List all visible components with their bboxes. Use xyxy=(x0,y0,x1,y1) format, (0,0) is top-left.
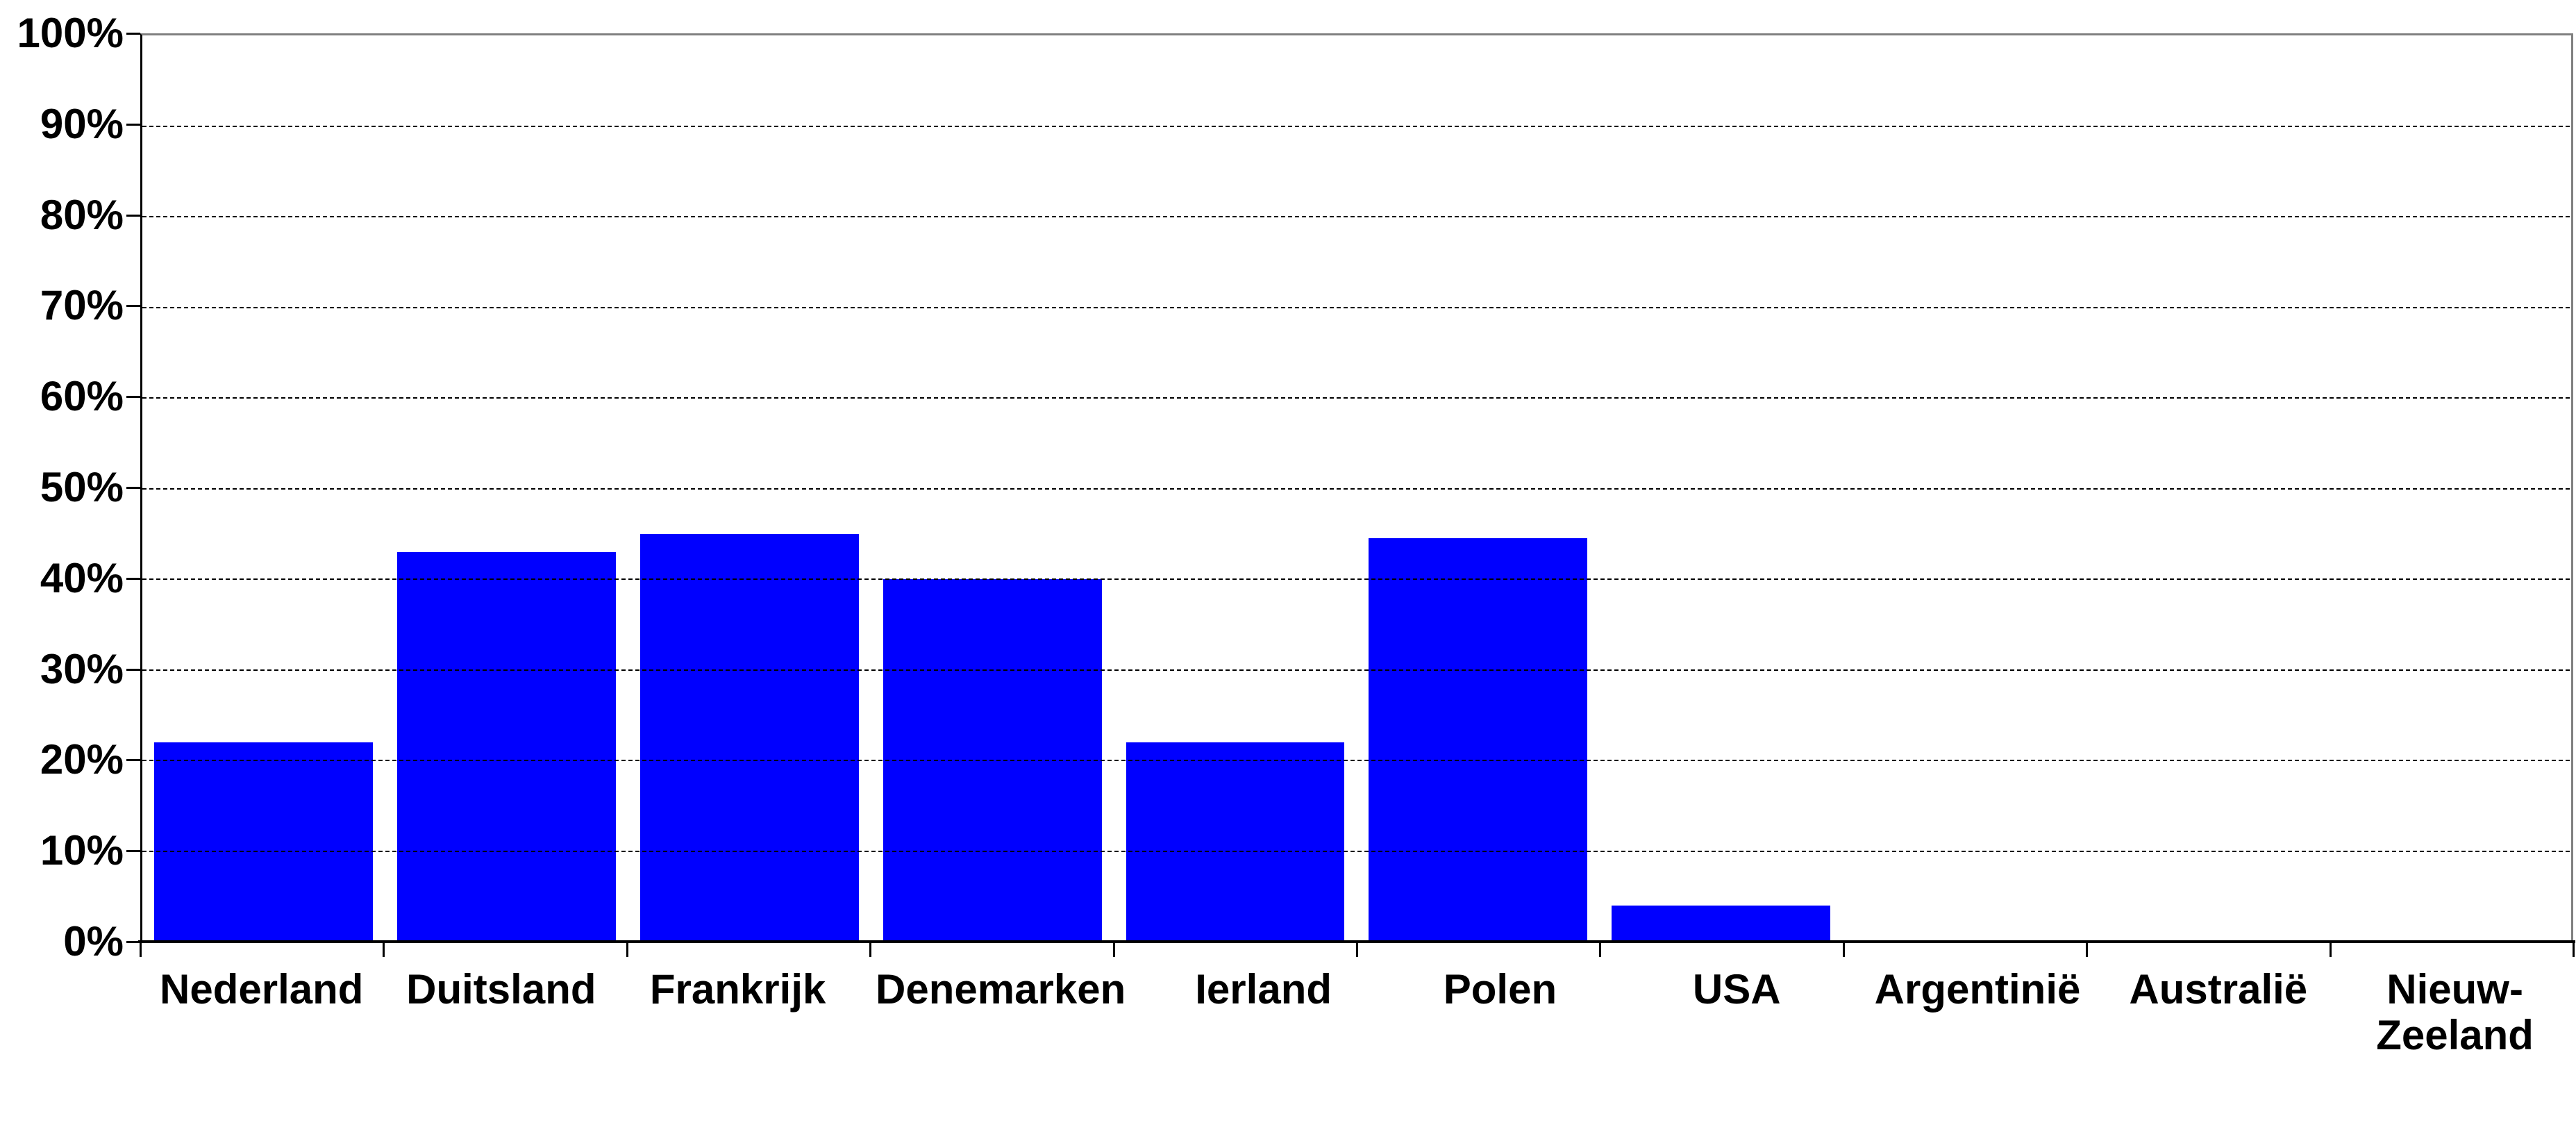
y-axis-tick-label-70: 70% xyxy=(40,282,124,329)
y-axis-tick-label-20: 20% xyxy=(40,736,124,783)
y-axis-tick-mark-80 xyxy=(126,214,140,217)
bar-series xyxy=(142,35,2571,942)
x-axis-labels: Nederland Duitsland Frankrijk Denemarken Ier… xyxy=(140,967,2573,1058)
y-axis-tick-label-10: 10% xyxy=(40,827,124,874)
x-axis-label-nieuw-zeeland: Nieuw-Zeeland xyxy=(2376,966,2534,1058)
x-axis-label-usa: USA xyxy=(1692,966,1781,1012)
x-axis-tick-mark-0 xyxy=(140,942,142,957)
bar-frankrijk xyxy=(640,533,859,942)
plot-area xyxy=(140,33,2573,942)
x-axis-tick-mark-5 xyxy=(1356,942,1358,957)
category-slot-2 xyxy=(385,35,628,942)
category-slot-5 xyxy=(1114,35,1357,942)
gridline-90 xyxy=(142,125,2571,127)
category-slot-1 xyxy=(142,35,385,942)
gridline-70 xyxy=(142,306,2571,308)
y-axis-tick-mark-100 xyxy=(126,33,140,35)
x-axis-label-duitsland: Duitsland xyxy=(406,966,596,1012)
x-axis-label-ierland: Ierland xyxy=(1195,966,1332,1012)
x-axis-label-argentini-: Argentinië xyxy=(1874,966,2081,1012)
bar-duitsland xyxy=(397,551,617,942)
x-axis-label-nederland: Nederland xyxy=(160,966,364,1012)
y-axis-tick-label-80: 80% xyxy=(40,191,124,238)
gridline-40 xyxy=(142,578,2571,580)
y-axis-tick-label-90: 90% xyxy=(40,100,124,147)
x-axis-tick-mark-1 xyxy=(383,942,385,957)
category-slot-6 xyxy=(1357,35,1600,942)
category-slot-7 xyxy=(1600,35,1843,942)
x-axis-tick-mark-9 xyxy=(2329,942,2332,957)
x-axis-label-frankrijk: Frankrijk xyxy=(649,966,826,1012)
x-axis-tick-mark-3 xyxy=(869,942,872,957)
x-axis-label-polen: Polen xyxy=(1443,966,1557,1012)
y-axis-tick-label-100: 100% xyxy=(17,10,124,56)
y-axis-tick-mark-50 xyxy=(126,487,140,489)
y-axis-tick-label-60: 60% xyxy=(40,373,124,420)
bar-nederland xyxy=(154,742,374,942)
x-axis-tick-mark-2 xyxy=(626,942,628,957)
y-axis-tick-label-0: 0% xyxy=(63,918,124,965)
x-axis-tick-mark-7 xyxy=(1842,942,1845,957)
bar-ierland xyxy=(1126,742,1345,942)
gridline-20 xyxy=(142,760,2571,761)
y-axis-tick-mark-30 xyxy=(126,668,140,671)
x-axis-tick-mark-4 xyxy=(1112,942,1115,957)
x-axis-label-australi-: Australië xyxy=(2129,966,2308,1012)
gridline-80 xyxy=(142,216,2571,217)
x-axis-tick-mark-6 xyxy=(1599,942,1602,957)
gridline-60 xyxy=(142,397,2571,399)
y-axis-tick-mark-20 xyxy=(126,759,140,762)
y-axis-tick-label-40: 40% xyxy=(40,554,124,601)
y-axis-tick-mark-10 xyxy=(126,850,140,853)
gridline-30 xyxy=(142,669,2571,671)
y-axis-tick-label-50: 50% xyxy=(40,464,124,510)
y-axis-tick-mark-40 xyxy=(126,577,140,580)
bar-polen xyxy=(1369,538,1588,942)
bar-usa xyxy=(1612,905,1831,942)
gridline-50 xyxy=(142,488,2571,490)
y-axis-tick-mark-70 xyxy=(126,305,140,308)
category-slot-3 xyxy=(628,35,871,942)
x-axis-tick-mark-10 xyxy=(2573,942,2575,957)
x-axis-label-denemarken: Denemarken xyxy=(876,966,1126,1012)
y-axis-tick-mark-60 xyxy=(126,396,140,399)
y-axis-tick-mark-0 xyxy=(126,941,140,943)
gridline-10 xyxy=(142,850,2571,852)
y-axis-tick-label-30: 30% xyxy=(40,645,124,692)
y-axis-tick-mark-90 xyxy=(126,123,140,126)
x-axis-tick-mark-8 xyxy=(2086,942,2089,957)
